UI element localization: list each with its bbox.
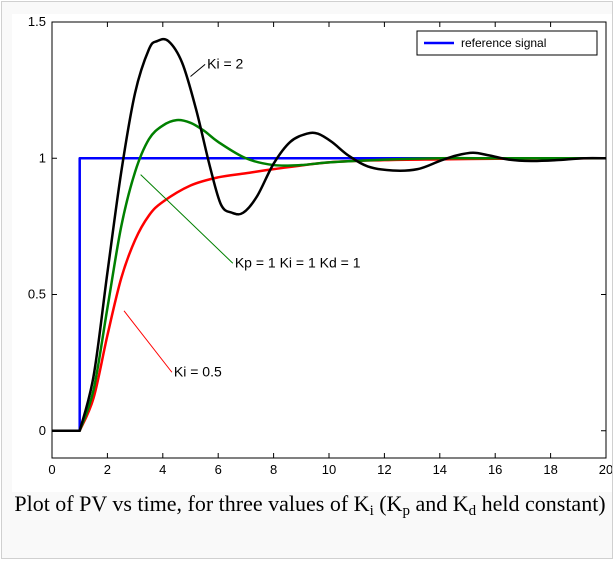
x-tick-label: 18 <box>543 462 557 477</box>
annotation-pointer-ki05 <box>123 310 173 373</box>
x-tick-label: 6 <box>215 462 222 477</box>
pid-response-chart: 0 2 4 6 8 10 12 14 16 18 20 0 0.5 1 1.5 Ki = 2 Kp = 1 … <box>28 14 612 477</box>
x-tick-label: 14 <box>433 462 447 477</box>
x-tick-label: 20 <box>599 462 612 477</box>
y-tick-label: 1.5 <box>28 14 46 29</box>
annotation-layer: Ki = 2 Kp = 1 Ki = 1 Kd = 1 Ki = 0.5 <box>123 55 361 379</box>
caption-text: Plot of PV vs time, for three values of … <box>14 491 370 516</box>
y-tick-label: 0 <box>39 423 46 438</box>
x-tick-label: 10 <box>322 462 336 477</box>
figure-caption: Plot of PV vs time, for three values of … <box>10 490 610 519</box>
caption-sub-p: p <box>402 503 410 519</box>
annotation-label-ki05: Ki = 0.5 <box>174 363 222 379</box>
series-line-green <box>52 118 606 432</box>
caption-text: held constant) <box>476 491 606 516</box>
chart-figure: 0 2 4 6 8 10 12 14 16 18 20 0 0.5 1 1.5 Ki = 2 Kp = 1 … <box>12 14 612 492</box>
series-line-black <box>52 37 607 432</box>
x-tick-label: 12 <box>377 462 391 477</box>
caption-text: (K <box>373 491 403 516</box>
x-tick-label: 8 <box>270 462 277 477</box>
annotation-pointer-kp <box>140 174 234 264</box>
x-tick-label: 4 <box>159 462 166 477</box>
annotation-pointer-ki2 <box>190 63 206 77</box>
x-axis-ticks: 0 2 4 6 8 10 12 14 16 18 20 <box>48 22 612 477</box>
y-tick-label: 1 <box>39 150 46 165</box>
annotation-label-kp: Kp = 1 Ki = 1 Kd = 1 <box>235 254 361 270</box>
y-tick-label: 0.5 <box>28 287 46 302</box>
plot-area <box>51 21 607 459</box>
x-tick-label: 2 <box>104 462 111 477</box>
caption-sub-i: i <box>369 503 374 519</box>
series-layer <box>52 37 607 432</box>
x-tick-label: 0 <box>48 462 55 477</box>
legend-label-reference-signal: reference signal <box>461 36 546 50</box>
legend: reference signal <box>416 30 598 56</box>
caption-text: and K <box>409 491 469 516</box>
x-tick-label: 16 <box>488 462 502 477</box>
annotation-label-ki2: Ki = 2 <box>207 55 243 71</box>
caption-sub-d: d <box>468 503 477 519</box>
